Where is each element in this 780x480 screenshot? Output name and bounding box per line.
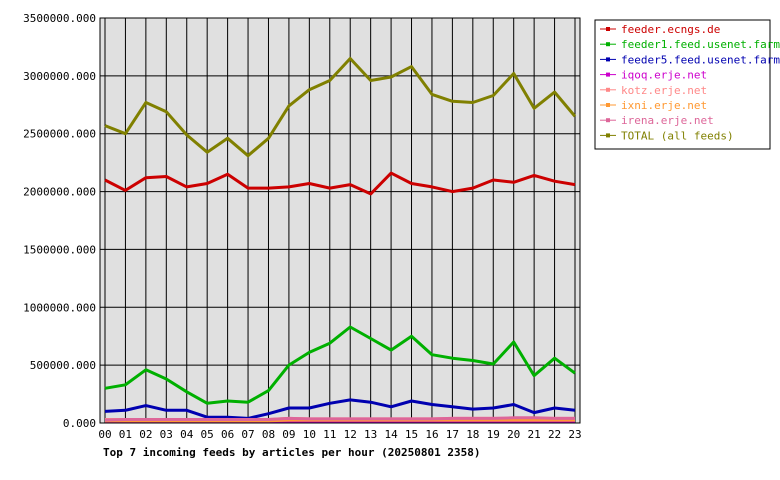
x-tick-label: 23 [568, 428, 581, 441]
y-tick-label: 0.000 [63, 417, 96, 430]
x-tick-label: 09 [282, 428, 295, 441]
legend-marker [606, 118, 610, 123]
legend-label: ixni.erje.net [621, 99, 707, 112]
legend-label: irena.erje.net [621, 114, 714, 127]
legend-label: kotz.erje.net [621, 84, 707, 97]
y-tick-label: 1500000.000 [23, 243, 96, 256]
x-tick-label: 21 [528, 428, 541, 441]
legend-marker [606, 87, 610, 92]
y-tick-label: 2000000.000 [23, 186, 96, 199]
x-tick-label: 14 [384, 428, 398, 441]
x-tick-label: 18 [466, 428, 479, 441]
x-tick-label: 19 [487, 428, 500, 441]
legend-label: feeder5.feed.usenet.farm [621, 53, 780, 66]
x-tick-label: 10 [303, 428, 316, 441]
legend-label: feeder.ecngs.de [621, 23, 720, 36]
x-tick-label: 04 [180, 428, 194, 441]
x-axis: 00 01 02 03 04 05 06 07 08 09 10 11 12 13 14 15 16 17 18 19… [98, 428, 581, 441]
series-group [104, 57, 577, 423]
x-tick-label: 07 [241, 428, 254, 441]
y-axis: 0.000 500000.000 1000000.000 1500000.000 200… [23, 12, 96, 430]
x-tick-label: 03 [160, 428, 173, 441]
grid [100, 17, 580, 424]
legend-marker [606, 57, 610, 62]
x-tick-label: 16 [425, 428, 438, 441]
x-tick-label: 02 [139, 428, 152, 441]
x-tick-label: 22 [548, 428, 561, 441]
legend-label: TOTAL (all feeds) [621, 129, 734, 142]
y-tick-label: 3000000.000 [23, 70, 96, 83]
series-line-1 [104, 325, 576, 405]
y-tick-label: 1000000.000 [23, 301, 96, 314]
legend-label: feeder1.feed.usenet.farm [621, 38, 780, 51]
x-tick-label: 11 [323, 428, 336, 441]
series-line-0 [104, 171, 576, 196]
x-tick-label: 08 [262, 428, 275, 441]
x-tick-label: 12 [344, 428, 357, 441]
x-tick-label: 15 [405, 428, 418, 441]
series-line-7 [104, 57, 577, 158]
legend-marker [606, 133, 610, 138]
legend-marker [606, 27, 610, 31]
y-tick-label: 2500000.000 [23, 128, 96, 141]
legend: feeder.ecngs.de feeder1.feed.usenet.farm f… [594, 19, 780, 150]
x-tick-label: 01 [119, 428, 132, 441]
x-tick-label: 13 [364, 428, 377, 441]
chart-title: Top 7 incoming feeds by articles per hou… [103, 446, 481, 459]
y-tick-label: 500000.000 [30, 359, 96, 372]
legend-marker [606, 103, 610, 107]
legend-marker [606, 42, 610, 47]
legend-box [594, 19, 771, 150]
plot-border [99, 17, 581, 424]
legend-label: iqoq.erje.net [621, 69, 707, 82]
legend-marker [606, 72, 610, 77]
x-tick-label: 05 [201, 428, 214, 441]
y-tick-label: 3500000.000 [23, 12, 96, 25]
x-tick-label: 00 [98, 428, 111, 441]
series-line-6 [104, 416, 575, 422]
x-tick-label: 20 [507, 428, 520, 441]
x-tick-label: 06 [221, 428, 234, 441]
series-line-2 [104, 398, 576, 420]
x-tick-label: 17 [446, 428, 459, 441]
